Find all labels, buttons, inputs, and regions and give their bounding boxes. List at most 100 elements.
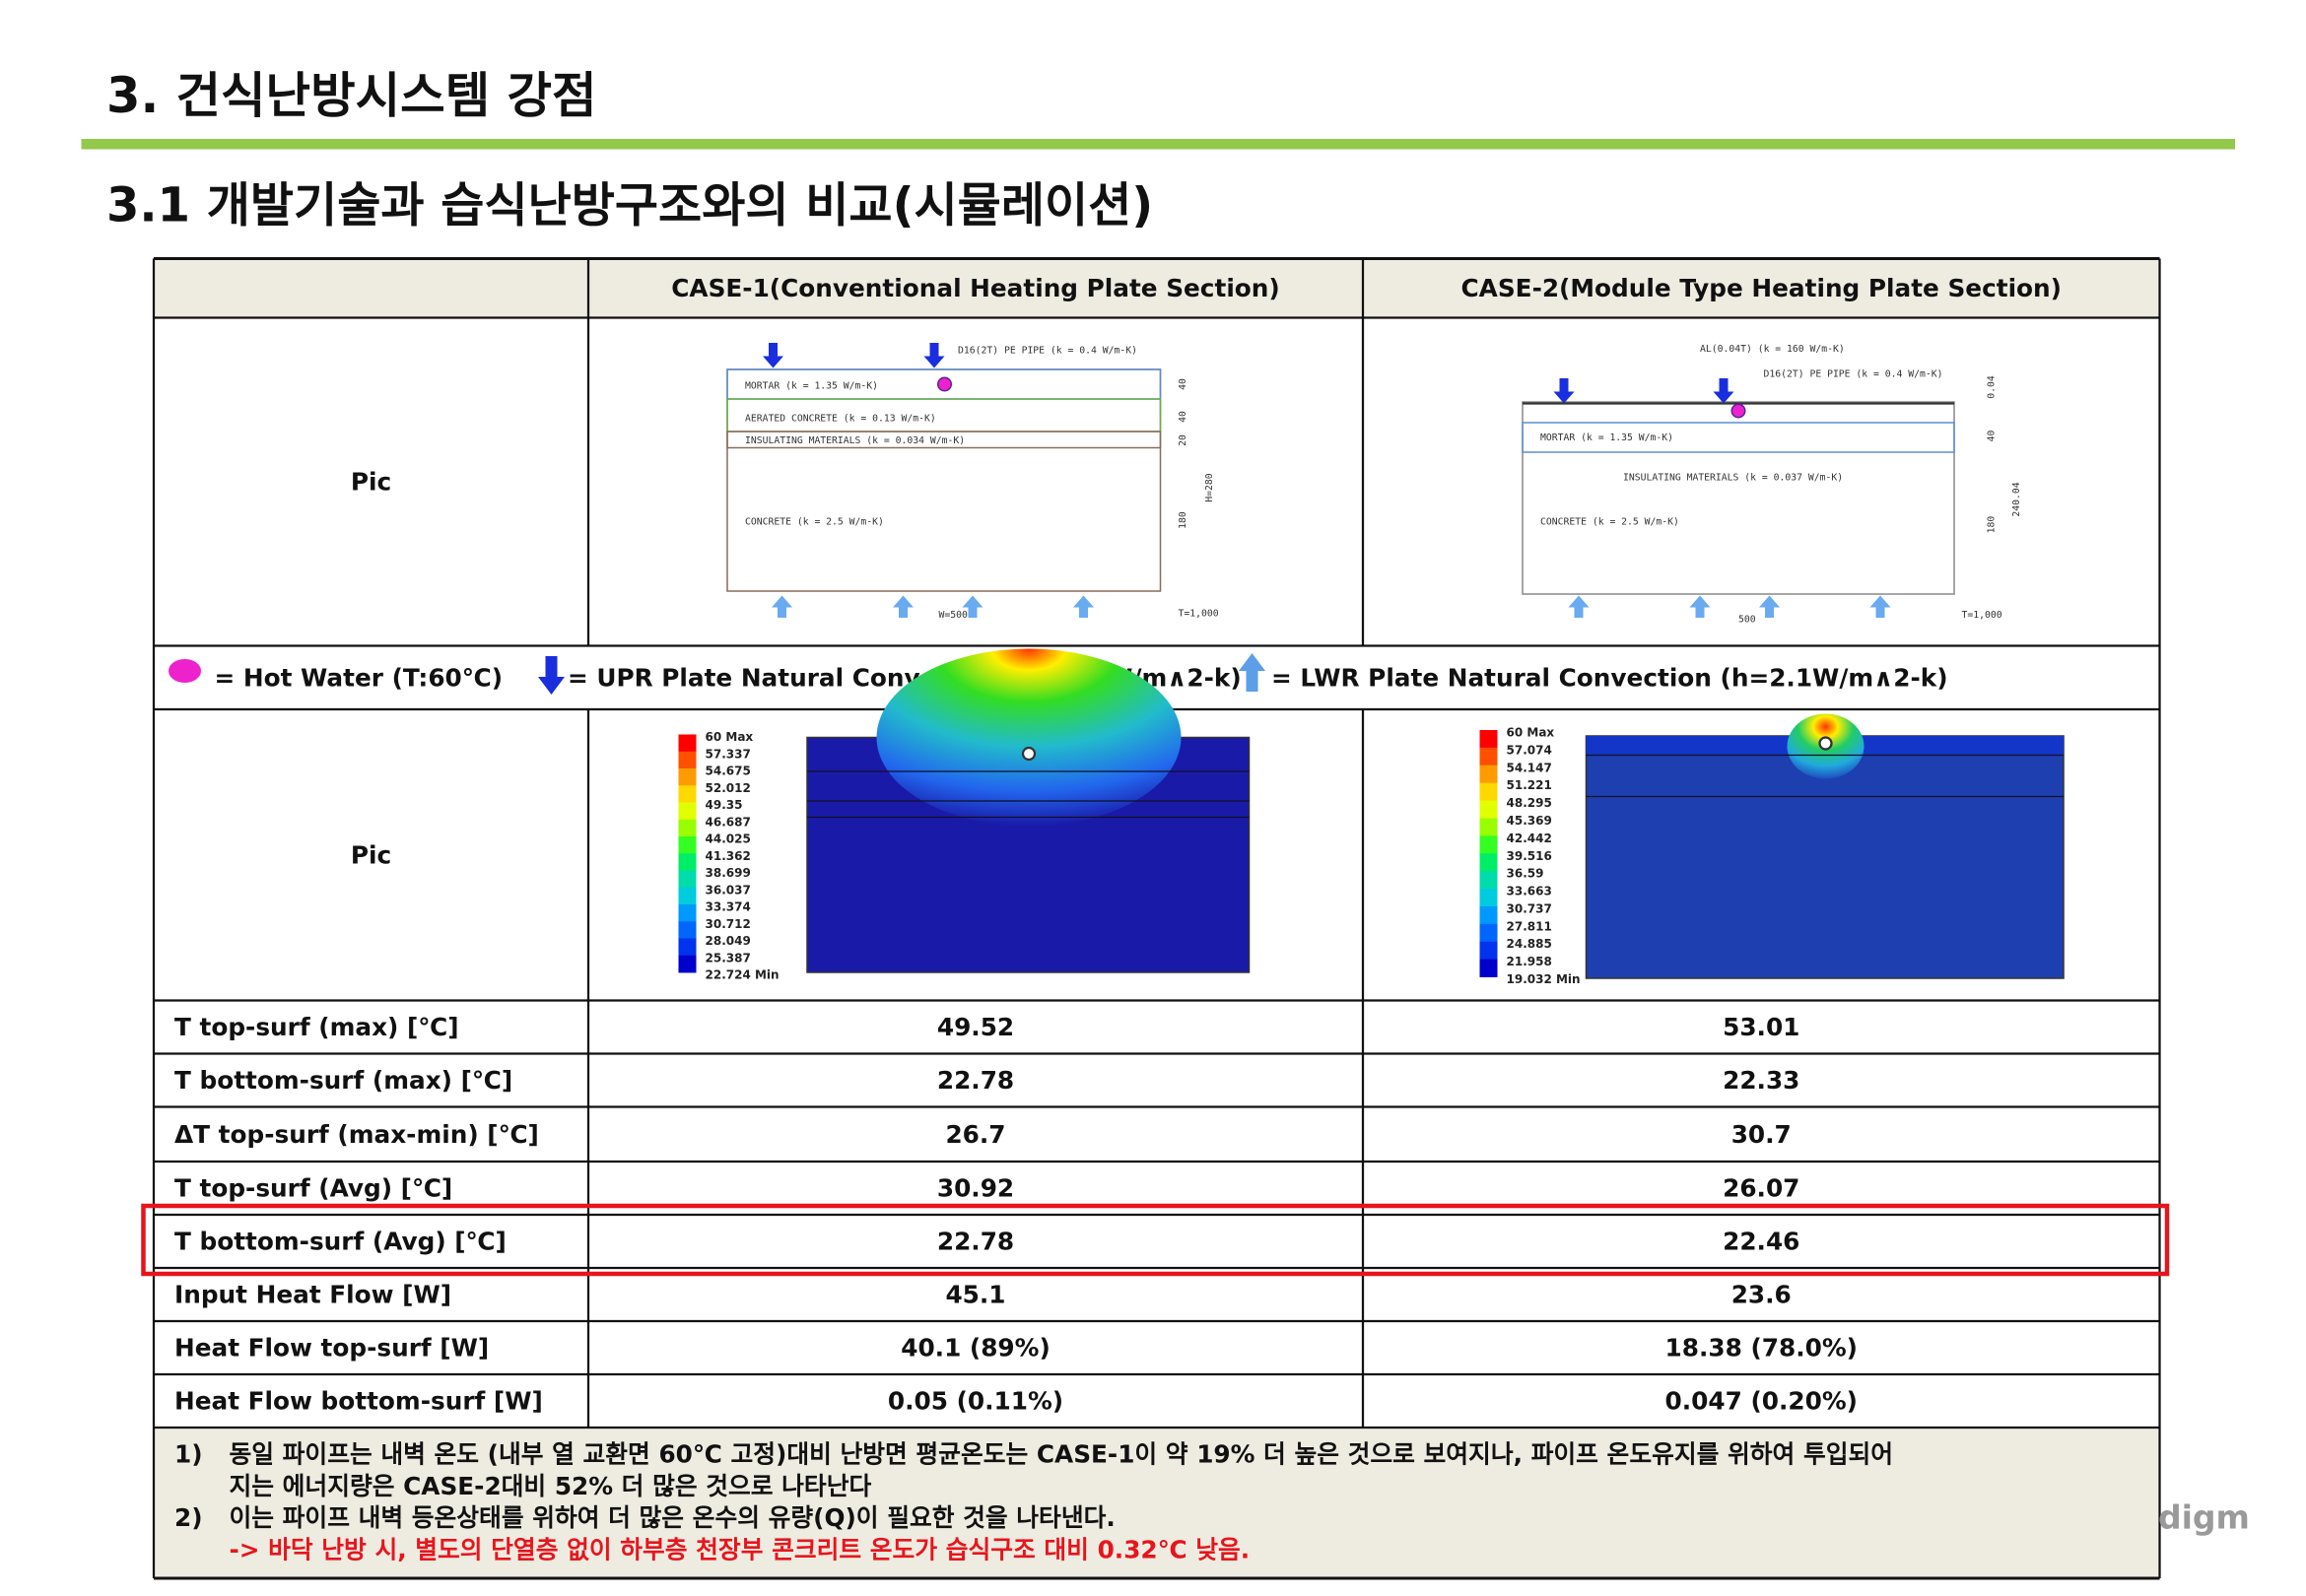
highlight-box xyxy=(141,1203,2170,1277)
colorbar-band xyxy=(678,836,697,854)
row-label: T top-surf (Avg) [℃] xyxy=(174,1174,452,1203)
concrete-layer xyxy=(726,368,1162,592)
row-label: Pic xyxy=(351,840,391,869)
colorbar-label: 28.049 xyxy=(706,934,751,948)
note-text: 이는 파이프 내벽 등온상태를 위하여 더 많은 온수의 유량(Q)이 필요한 … xyxy=(230,1503,1116,1532)
colorbar-band xyxy=(1479,905,1498,925)
divider xyxy=(81,139,2235,150)
legend-text: = LWR Plate Natural Convection (h=2.1W/m… xyxy=(1271,663,1948,692)
colorbar-band xyxy=(1479,818,1498,836)
colorbar-label: 30.712 xyxy=(706,917,751,931)
mortar-layer xyxy=(1522,422,1955,453)
colorbar-band xyxy=(1479,782,1498,802)
note-text: -> 바닥 난방 시, 별도의 단열층 없이 하부층 천장부 콘크리트 온도가 … xyxy=(230,1535,1251,1563)
colorbar-band xyxy=(1479,889,1498,907)
colorbar-label: 19.032 Min xyxy=(1507,972,1581,986)
row-label: Pic xyxy=(351,468,391,497)
down-arrow-icon xyxy=(538,656,565,695)
diagram-label: AERATED CONCRETE (k = 0.13 W/m-K) xyxy=(745,414,936,425)
hot-water-icon xyxy=(169,659,201,683)
colorbar-band xyxy=(678,819,697,837)
diagram-label: H=280 xyxy=(1204,473,1215,501)
colorbar-label: 48.295 xyxy=(1507,796,1552,810)
legend-text: = Hot Water (T:60℃) xyxy=(215,663,504,692)
diagram-label: MORTAR (k = 1.35 W/m-K) xyxy=(745,381,878,392)
cell-value: 0.047 (0.20%) xyxy=(1665,1387,1858,1416)
up-arrow xyxy=(893,595,914,618)
colorbar-label: 60 Max xyxy=(706,730,754,744)
diagram-label: D16(2T) PE PIPE (k = 0.4 W/m-K) xyxy=(958,346,1137,357)
colorbar-label: 25.387 xyxy=(706,951,751,964)
colorbar-label: 44.025 xyxy=(706,832,751,846)
colorbar-band xyxy=(678,938,697,957)
note-text: 동일 파이프는 내벽 온도 (내부 열 교환면 60℃ 고정)대비 난방면 평균… xyxy=(230,1440,1894,1469)
diagram-label: INSULATING MATERIALS (k = 0.034 W/m-K) xyxy=(745,435,965,446)
colorbar-label: 52.012 xyxy=(706,781,751,795)
diagram-label: 40 xyxy=(1987,431,1998,442)
pipe xyxy=(1730,403,1746,419)
diagram-label: 180 xyxy=(1987,516,1998,534)
cell-value: 53.01 xyxy=(1723,1013,1799,1041)
header-row xyxy=(154,258,2160,318)
colorbar-band xyxy=(678,870,697,889)
colorbar-label: 24.885 xyxy=(1507,937,1552,951)
diagram-label: CONCRETE (k = 2.5 W/m-K) xyxy=(745,517,884,528)
diagram-label: D16(2T) PE PIPE (k = 0.4 W/m-K) xyxy=(1764,369,1943,380)
cell-value: 49.52 xyxy=(937,1013,1014,1041)
colorbar-label: 27.811 xyxy=(1507,919,1552,933)
title: 3. 건식난방시스템 강점 xyxy=(106,67,597,124)
colorbar-band xyxy=(678,853,697,871)
up-arrow xyxy=(1869,595,1891,618)
cell-value: 0.05 (0.11%) xyxy=(888,1387,1063,1416)
colorbar-band xyxy=(678,751,697,769)
up-arrow xyxy=(772,595,792,618)
subtitle: 3.1 개발기술과 습식난방구조와의 비교(시뮬레이션) xyxy=(106,178,1153,233)
diagram-label: 240.04 xyxy=(2011,482,2022,516)
colorbar-band xyxy=(678,887,697,905)
up-arrow xyxy=(1568,595,1590,618)
colorbar-band xyxy=(678,904,697,922)
down-arrow xyxy=(763,343,783,368)
colorbar-label: 41.362 xyxy=(706,849,751,863)
colorbar-band xyxy=(1479,959,1498,977)
cell-value: 18.38 (78.0%) xyxy=(1665,1334,1858,1363)
diagram-label: INSULATING MATERIALS (k = 0.037 W/m-K) xyxy=(1623,473,1843,484)
diagram-label: 40 xyxy=(1178,378,1188,390)
down-arrow xyxy=(923,343,945,368)
diagram-label: 20 xyxy=(1178,434,1188,446)
diagram-label: CONCRETE (k = 2.5 W/m-K) xyxy=(1540,517,1679,528)
row-label: T bottom-surf (max) [℃] xyxy=(174,1066,512,1095)
colorbar-band xyxy=(1479,765,1498,784)
colorbar-label: 36.037 xyxy=(706,883,751,897)
colorbar-label: 46.687 xyxy=(706,815,751,829)
cell-value: 22.78 xyxy=(937,1228,1014,1256)
row-label: Heat Flow bottom-surf [W] xyxy=(174,1387,543,1416)
column-header: CASE-1(Conventional Heating Plate Sectio… xyxy=(671,274,1279,302)
diagram-label: 40 xyxy=(1178,411,1188,423)
diagram-label: 180 xyxy=(1178,511,1188,529)
colorbar-label: 45.369 xyxy=(1507,814,1552,828)
insulating-layer xyxy=(726,431,1162,449)
column-header: CASE-2(Module Type Heating Plate Section… xyxy=(1461,274,2062,302)
diagram-label: 500 xyxy=(1738,615,1756,626)
notes-row xyxy=(154,1428,2160,1578)
colorbar-band xyxy=(678,734,697,753)
up-arrow xyxy=(1689,595,1711,618)
note-number: 2) xyxy=(174,1503,203,1532)
colorbar-band xyxy=(678,921,697,939)
colorbar-band xyxy=(1479,800,1498,819)
colorbar-band xyxy=(1479,941,1498,961)
diagram-label: 0.04 xyxy=(1987,375,1998,399)
row-label: T top-surf (max) [℃] xyxy=(174,1013,459,1041)
diagram-label: T=1,000 xyxy=(1962,610,2002,621)
up-arrow xyxy=(962,595,983,618)
colorbar-label: 49.35 xyxy=(706,798,743,812)
cell-value: 23.6 xyxy=(1731,1281,1792,1309)
cell-value: 30.7 xyxy=(1731,1120,1792,1149)
colorbar-label: 36.59 xyxy=(1507,867,1544,881)
diagram-label: MORTAR (k = 1.35 W/m-K) xyxy=(1540,432,1673,443)
colorbar-band xyxy=(678,802,697,821)
colorbar-label: 51.221 xyxy=(1507,778,1552,792)
diagram-label: W=500 xyxy=(939,610,968,621)
